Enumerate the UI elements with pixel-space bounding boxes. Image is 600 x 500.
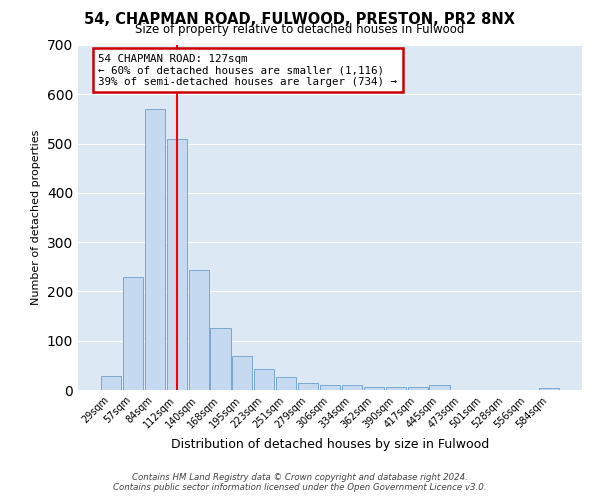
- Bar: [430, 385, 449, 390]
- Bar: [342, 385, 362, 390]
- Bar: [232, 356, 253, 390]
- Bar: [101, 376, 121, 390]
- X-axis label: Distribution of detached houses by size in Fulwood: Distribution of detached houses by size …: [171, 438, 489, 451]
- Bar: [539, 388, 559, 390]
- Bar: [123, 276, 143, 390]
- Bar: [145, 109, 165, 390]
- Text: Size of property relative to detached houses in Fulwood: Size of property relative to detached ho…: [136, 22, 464, 36]
- Bar: [320, 385, 340, 390]
- Text: Contains HM Land Registry data © Crown copyright and database right 2024.
Contai: Contains HM Land Registry data © Crown c…: [113, 473, 487, 492]
- Text: 54 CHAPMAN ROAD: 127sqm
← 60% of detached houses are smaller (1,116)
39% of semi: 54 CHAPMAN ROAD: 127sqm ← 60% of detache…: [98, 54, 397, 87]
- Bar: [188, 270, 209, 390]
- Bar: [298, 382, 318, 390]
- Text: 54, CHAPMAN ROAD, FULWOOD, PRESTON, PR2 8NX: 54, CHAPMAN ROAD, FULWOOD, PRESTON, PR2 …: [85, 12, 515, 28]
- Bar: [211, 328, 230, 390]
- Bar: [407, 386, 428, 390]
- Bar: [167, 138, 187, 390]
- Bar: [364, 386, 384, 390]
- Bar: [386, 386, 406, 390]
- Bar: [254, 369, 274, 390]
- Bar: [276, 376, 296, 390]
- Y-axis label: Number of detached properties: Number of detached properties: [31, 130, 41, 305]
